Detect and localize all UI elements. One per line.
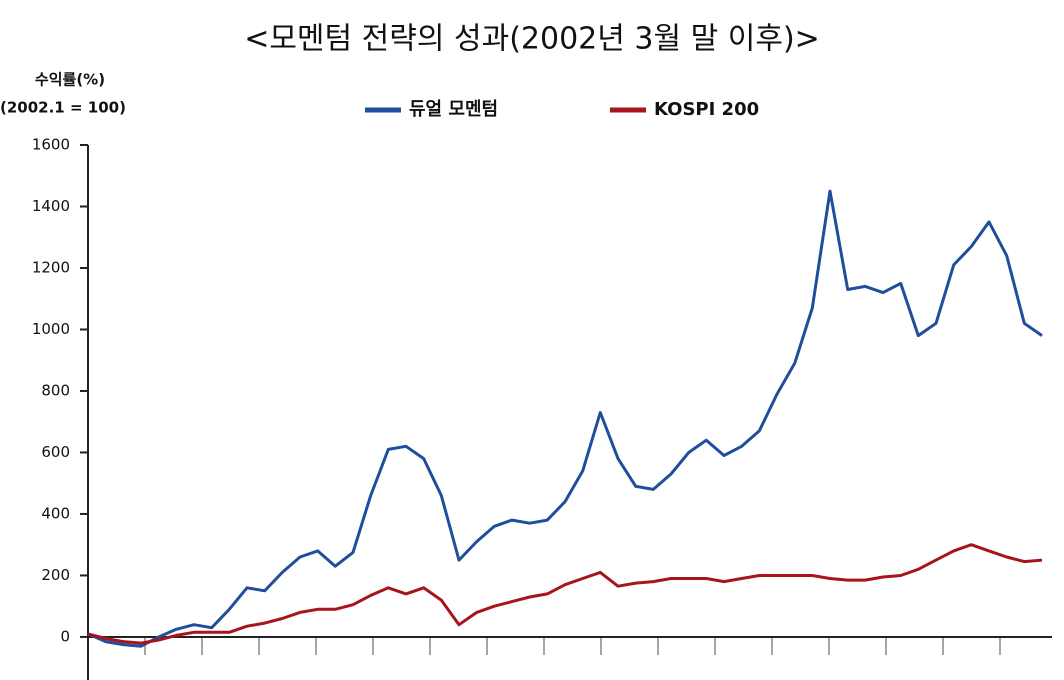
y-tick-label: 1600 (32, 136, 70, 154)
y-tick-label: 800 (41, 381, 70, 399)
y-tick-label: 0 (60, 627, 70, 645)
legend-label: 듀얼 모멘텀 (409, 99, 498, 120)
y-tick-label: 1400 (32, 197, 70, 215)
y-tick-label: 400 (41, 504, 70, 522)
y-tick-label: 200 (41, 566, 70, 584)
y-axis-label-sub: (2002.1 = 100) (0, 99, 126, 117)
x-axis-ticks (144, 637, 1001, 655)
chart-title: <모멘텀 전략의 성과(2002년 3월 말 이후)> (244, 22, 820, 57)
legend-label: KOSPI 200 (654, 99, 759, 120)
y-tick-label: 1200 (32, 258, 70, 276)
series-line (87, 543, 1043, 645)
y-tick-label: 600 (41, 443, 70, 461)
y-tick-label: 1000 (32, 320, 70, 338)
series-line (87, 189, 1043, 648)
y-axis-label: 수익률(%) (35, 71, 105, 89)
